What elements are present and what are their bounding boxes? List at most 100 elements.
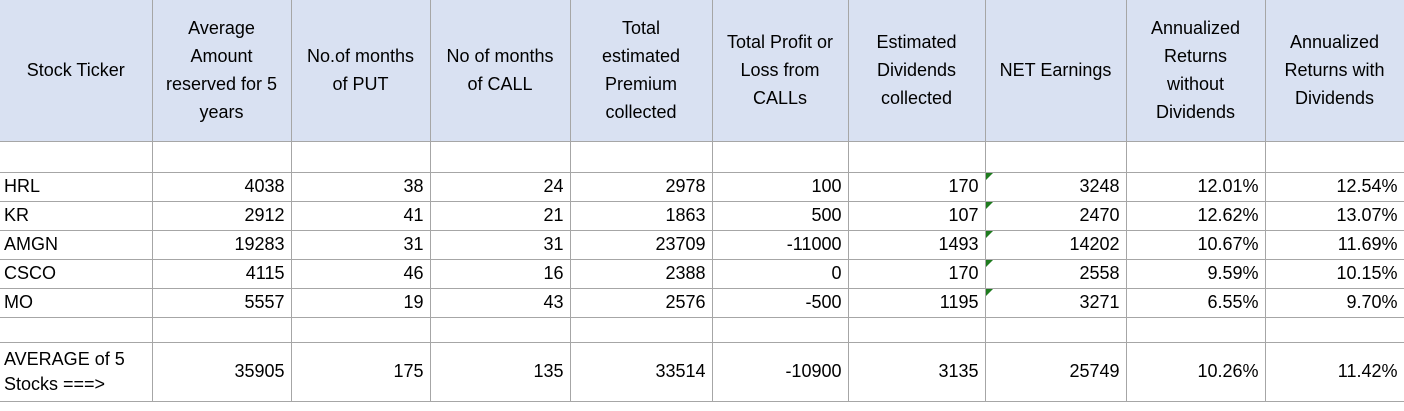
cell-annualized-without-dividends[interactable]: 12.01%	[1125, 171, 1266, 202]
cell-call-months[interactable]: 21	[429, 200, 571, 231]
cell-value: 2558	[1079, 263, 1120, 283]
empty-cell[interactable]	[984, 140, 1127, 173]
empty-cell[interactable]	[711, 140, 849, 173]
cell-profit-loss[interactable]: -10900	[711, 341, 849, 402]
cell-premium[interactable]: 1863	[569, 200, 713, 231]
error-indicator-icon	[986, 202, 994, 210]
error-indicator-icon	[986, 173, 994, 181]
col-header-annualized-without-dividends[interactable]: Annualized Returns without Dividends	[1125, 0, 1266, 142]
cell-net-earnings[interactable]: 14202	[984, 229, 1127, 260]
cell-net-earnings[interactable]: 2470	[984, 200, 1127, 231]
cell-annualized-with-dividends[interactable]: 9.70%	[1264, 287, 1404, 318]
cell-premium[interactable]: 2978	[569, 171, 713, 202]
cell-dividends[interactable]: 1195	[847, 287, 986, 318]
header-row: Stock Ticker Average Amount reserved for…	[0, 0, 1404, 142]
empty-cell[interactable]	[1264, 316, 1404, 343]
cell-call-months[interactable]: 24	[429, 171, 571, 202]
cell-premium[interactable]: 2576	[569, 287, 713, 318]
cell-annualized-without-dividends[interactable]: 6.55%	[1125, 287, 1266, 318]
cell-annualized-with-dividends[interactable]: 12.54%	[1264, 171, 1404, 202]
empty-cell[interactable]	[569, 316, 713, 343]
cell-ticker[interactable]: MO	[0, 287, 153, 318]
cell-ticker[interactable]: AMGN	[0, 229, 153, 260]
cell-put-months[interactable]: 38	[290, 171, 431, 202]
cell-net-earnings[interactable]: 3271	[984, 287, 1127, 318]
empty-cell[interactable]	[847, 316, 986, 343]
cell-profit-loss[interactable]: 500	[711, 200, 849, 231]
cell-annualized-with-dividends[interactable]: 10.15%	[1264, 258, 1404, 289]
cell-annualized-with-dividends[interactable]: 13.07%	[1264, 200, 1404, 231]
cell-avg-amount[interactable]: 4038	[151, 171, 292, 202]
spreadsheet-table: Stock Ticker Average Amount reserved for…	[0, 0, 1404, 402]
cell-dividends[interactable]: 170	[847, 171, 986, 202]
cell-ticker[interactable]: KR	[0, 200, 153, 231]
col-header-dividends-collected[interactable]: Estimated Dividends collected	[847, 0, 986, 142]
table-row-mo: MO 5557 19 43 2576 -500 1195 3271 6.55% …	[0, 287, 1404, 318]
cell-annualized-with-dividends[interactable]: 11.42%	[1264, 341, 1404, 402]
empty-cell[interactable]	[151, 140, 292, 173]
cell-premium[interactable]: 2388	[569, 258, 713, 289]
cell-average-label[interactable]: AVERAGE of 5 Stocks ===>	[0, 341, 153, 402]
col-header-profit-loss-calls[interactable]: Total Profit or Loss from CALLs	[711, 0, 849, 142]
empty-cell[interactable]	[569, 140, 713, 173]
cell-ticker[interactable]: CSCO	[0, 258, 153, 289]
cell-avg-amount[interactable]: 2912	[151, 200, 292, 231]
cell-call-months[interactable]: 43	[429, 287, 571, 318]
cell-premium[interactable]: 23709	[569, 229, 713, 260]
cell-call-months[interactable]: 135	[429, 341, 571, 402]
average-row: AVERAGE of 5 Stocks ===> 35905 175 135 3…	[0, 341, 1404, 402]
cell-dividends[interactable]: 107	[847, 200, 986, 231]
cell-annualized-without-dividends[interactable]: 12.62%	[1125, 200, 1266, 231]
col-header-stock-ticker[interactable]: Stock Ticker	[0, 0, 153, 142]
cell-premium[interactable]: 33514	[569, 341, 713, 402]
cell-profit-loss[interactable]: -500	[711, 287, 849, 318]
table-row-amgn: AMGN 19283 31 31 23709 -11000 1493 14202…	[0, 229, 1404, 260]
cell-call-months[interactable]: 31	[429, 229, 571, 260]
empty-cell[interactable]	[1264, 140, 1404, 173]
cell-net-earnings[interactable]: 3248	[984, 171, 1127, 202]
col-header-put-months[interactable]: No.of months of PUT	[290, 0, 431, 142]
cell-profit-loss[interactable]: 100	[711, 171, 849, 202]
cell-put-months[interactable]: 41	[290, 200, 431, 231]
cell-net-earnings[interactable]: 25749	[984, 341, 1127, 402]
col-header-premium-collected[interactable]: Total estimated Premium collected	[569, 0, 713, 142]
cell-avg-amount[interactable]: 4115	[151, 258, 292, 289]
cell-avg-amount[interactable]: 19283	[151, 229, 292, 260]
cell-annualized-without-dividends[interactable]: 10.67%	[1125, 229, 1266, 260]
cell-profit-loss[interactable]: -11000	[711, 229, 849, 260]
error-indicator-icon	[986, 289, 994, 297]
cell-avg-amount[interactable]: 35905	[151, 341, 292, 402]
col-header-call-months[interactable]: No of months of CALL	[429, 0, 571, 142]
cell-dividends[interactable]: 170	[847, 258, 986, 289]
empty-cell[interactable]	[984, 316, 1127, 343]
empty-cell[interactable]	[0, 140, 153, 173]
cell-avg-amount[interactable]: 5557	[151, 287, 292, 318]
cell-ticker[interactable]: HRL	[0, 171, 153, 202]
cell-put-months[interactable]: 19	[290, 287, 431, 318]
cell-dividends[interactable]: 1493	[847, 229, 986, 260]
cell-call-months[interactable]: 16	[429, 258, 571, 289]
empty-cell[interactable]	[290, 140, 431, 173]
table-row-kr: KR 2912 41 21 1863 500 107 2470 12.62% 1…	[0, 200, 1404, 231]
empty-cell[interactable]	[711, 316, 849, 343]
cell-annualized-without-dividends[interactable]: 9.59%	[1125, 258, 1266, 289]
cell-put-months[interactable]: 31	[290, 229, 431, 260]
col-header-net-earnings[interactable]: NET Earnings	[984, 0, 1127, 142]
empty-cell[interactable]	[429, 140, 571, 173]
empty-cell[interactable]	[151, 316, 292, 343]
empty-cell[interactable]	[1125, 316, 1266, 343]
empty-cell[interactable]	[290, 316, 431, 343]
empty-cell[interactable]	[0, 316, 153, 343]
cell-profit-loss[interactable]: 0	[711, 258, 849, 289]
empty-cell[interactable]	[1125, 140, 1266, 173]
cell-annualized-with-dividends[interactable]: 11.69%	[1264, 229, 1404, 260]
cell-net-earnings[interactable]: 2558	[984, 258, 1127, 289]
empty-cell[interactable]	[429, 316, 571, 343]
cell-put-months[interactable]: 46	[290, 258, 431, 289]
empty-cell[interactable]	[847, 140, 986, 173]
col-header-average-amount[interactable]: Average Amount reserved for 5 years	[151, 0, 292, 142]
cell-put-months[interactable]: 175	[290, 341, 431, 402]
col-header-annualized-with-dividends[interactable]: Annualized Returns with Dividends	[1264, 0, 1404, 142]
cell-dividends[interactable]: 3135	[847, 341, 986, 402]
cell-annualized-without-dividends[interactable]: 10.26%	[1125, 341, 1266, 402]
